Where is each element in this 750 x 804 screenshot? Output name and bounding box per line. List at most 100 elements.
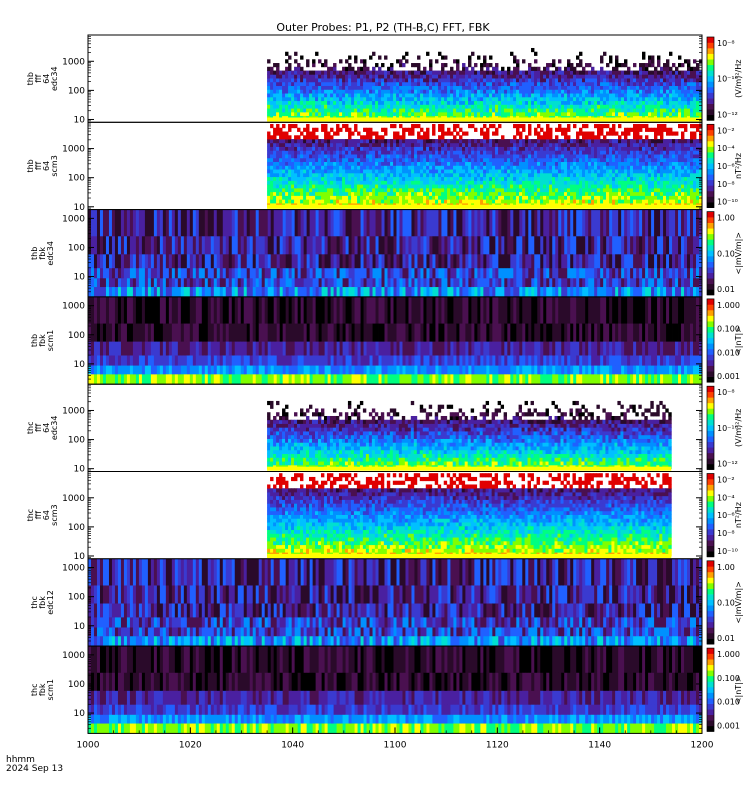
spectrogram-cell xyxy=(618,97,621,101)
spectrogram-cell xyxy=(309,150,312,154)
spectrogram-cell xyxy=(420,101,423,105)
spectrogram-cell xyxy=(570,108,573,112)
spectrogram-cell xyxy=(513,104,516,108)
spectrogram-cell xyxy=(534,86,537,90)
spectrogram-cell xyxy=(681,71,684,75)
spectrogram-cell xyxy=(288,188,291,192)
spectrogram-cell xyxy=(300,158,303,162)
spectrogram-cell xyxy=(552,195,555,199)
spectrogram-cell xyxy=(579,78,582,82)
spectrogram-cell xyxy=(456,104,459,108)
spectrogram-cell xyxy=(273,180,276,184)
spectrogram-cell xyxy=(573,165,576,169)
spectrogram-cell xyxy=(687,180,690,184)
spectrogram-cell xyxy=(588,162,591,166)
spectrogram-cell xyxy=(399,188,402,192)
spectrogram-cell xyxy=(483,147,486,151)
spectrogram-cell xyxy=(462,180,465,184)
spectrogram-cell xyxy=(282,173,285,177)
spectrogram-cell xyxy=(483,59,486,63)
spectrogram-cell xyxy=(408,173,411,177)
spectrogram-cell xyxy=(435,112,438,116)
spectrogram-cell xyxy=(609,165,612,169)
spectrogram-cell xyxy=(594,158,597,162)
spectrogram-cell xyxy=(663,199,666,203)
y-tick-label: 10 xyxy=(74,115,86,125)
spectrogram-cell xyxy=(696,97,699,101)
spectrogram-cell xyxy=(387,71,390,75)
spectrogram-cell xyxy=(648,86,651,90)
spectrogram-cell xyxy=(582,158,585,162)
spectrogram-cell xyxy=(315,192,318,196)
spectrogram-cell xyxy=(669,158,672,162)
spectrogram-cell xyxy=(540,139,543,143)
spectrogram-cell xyxy=(552,93,555,97)
spectrogram-cell xyxy=(324,169,327,173)
spectrogram-cell xyxy=(351,173,354,177)
spectrogram-cell xyxy=(678,101,681,105)
spectrogram-cell xyxy=(483,78,486,82)
spectrogram-cell xyxy=(492,71,495,75)
spectrogram-cell xyxy=(567,93,570,97)
spectrogram-cell xyxy=(516,82,519,86)
spectrogram-cell xyxy=(318,192,321,196)
spectrogram-cell xyxy=(492,124,495,128)
spectrogram-cell xyxy=(291,143,294,147)
spectrogram-cell xyxy=(282,165,285,169)
spectrogram-cell xyxy=(483,74,486,78)
spectrogram-cell xyxy=(285,52,288,56)
spectrogram-cell xyxy=(342,192,345,196)
spectrogram-cell xyxy=(339,108,342,112)
colorbar-segment xyxy=(707,76,714,82)
spectrogram-cell xyxy=(270,180,273,184)
spectrogram-cell xyxy=(486,192,489,196)
spectrogram-cell xyxy=(435,147,438,151)
spectrogram-cell xyxy=(327,177,330,181)
spectrogram-cell xyxy=(468,104,471,108)
spectrogram-cell xyxy=(558,162,561,166)
spectrogram-cell xyxy=(672,184,675,188)
spectrogram-cell xyxy=(336,93,339,97)
spectrogram-cell xyxy=(393,162,396,166)
spectrogram-cell xyxy=(276,158,279,162)
spectrogram-cell xyxy=(420,82,423,86)
spectrogram-cell xyxy=(327,158,330,162)
spectrogram-cell xyxy=(339,184,342,188)
spectrogram-cell xyxy=(402,71,405,75)
spectrogram-cell xyxy=(633,173,636,177)
spectrogram-cell xyxy=(414,112,417,116)
spectrogram-cell xyxy=(324,108,327,112)
spectrogram-cell xyxy=(300,86,303,90)
spectrogram-cell xyxy=(426,112,429,116)
spectrogram-cell xyxy=(561,101,564,105)
spectrogram-cell xyxy=(372,97,375,101)
spectrogram-cell xyxy=(354,59,357,63)
spectrogram-cell xyxy=(354,173,357,177)
spectrogram-cell xyxy=(519,139,522,143)
colorbar-segment xyxy=(707,43,714,49)
spectrogram-cell xyxy=(666,71,669,75)
spectrogram-cell xyxy=(273,82,276,86)
spectrogram-cell xyxy=(342,177,345,181)
spectrogram-cell xyxy=(531,93,534,97)
spectrogram-cell xyxy=(402,104,405,108)
spectrogram-cell xyxy=(483,135,486,139)
spectrogram-cell xyxy=(495,139,498,143)
spectrogram-cell xyxy=(318,143,321,147)
spectrogram-cell xyxy=(477,86,480,90)
spectrogram-cell xyxy=(624,78,627,82)
spectrogram-cell xyxy=(474,74,477,78)
spectrogram-cell xyxy=(609,139,612,143)
spectrogram-cell xyxy=(393,112,396,116)
spectrogram-cell xyxy=(438,162,441,166)
spectrogram-cell xyxy=(429,192,432,196)
spectrogram-cell xyxy=(624,177,627,181)
spectrogram-cell xyxy=(393,195,396,199)
spectrogram-cell xyxy=(528,74,531,78)
spectrogram-cell xyxy=(405,143,408,147)
spectrogram-cell xyxy=(417,169,420,173)
spectrogram-cell xyxy=(600,74,603,78)
spectrogram-cell xyxy=(342,184,345,188)
spectrogram-cell xyxy=(420,97,423,101)
spectrogram-cell xyxy=(537,78,540,82)
